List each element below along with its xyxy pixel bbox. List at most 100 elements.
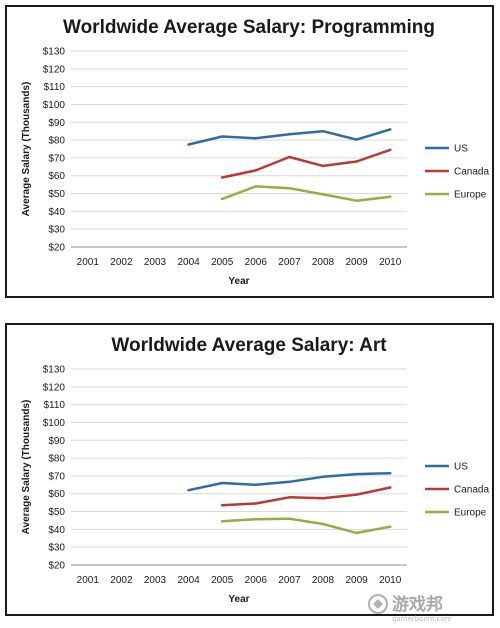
data-point-canada	[288, 496, 291, 499]
legend-label-europe: Europe	[454, 190, 487, 201]
legend-label-canada: Canada	[454, 167, 489, 178]
x-tick-label: 2010	[379, 575, 402, 586]
x-tick-label: 2006	[245, 575, 268, 586]
y-tick-label: $120	[43, 382, 66, 393]
x-tick-label: 2002	[110, 575, 133, 586]
data-point-us	[288, 480, 291, 483]
x-tick-label: 2007	[278, 575, 301, 586]
watermark-url: gamerboom.com	[392, 615, 452, 623]
data-point-europe	[254, 185, 257, 188]
data-point-canada	[254, 502, 257, 505]
y-axis-label: Average Salary (Thousands)	[21, 400, 32, 535]
x-tick-label: 2007	[278, 257, 301, 268]
legend-label-us: US	[454, 144, 468, 155]
y-tick-label: $30	[48, 543, 65, 554]
y-tick-label: $30	[48, 225, 65, 236]
data-point-us	[355, 472, 358, 476]
y-tick-label: $70	[48, 153, 65, 164]
x-tick-label: 2009	[345, 575, 368, 586]
data-point-canada	[321, 496, 325, 500]
x-tick-label: 2001	[77, 257, 100, 268]
chart-title: Worldwide Average Salary: Art	[111, 335, 387, 356]
y-tick-label: $60	[48, 171, 65, 182]
y-tick-label: $40	[48, 525, 65, 536]
data-point-canada	[355, 493, 358, 496]
x-tick-label: 2008	[312, 257, 335, 268]
y-tick-label: $100	[43, 100, 66, 111]
legend-label-canada: Canada	[454, 485, 489, 496]
series-line-europe	[220, 517, 392, 535]
series-line-us	[187, 128, 392, 146]
data-point-us	[187, 488, 190, 492]
data-point-canada	[355, 160, 358, 163]
data-point-canada	[288, 155, 291, 159]
y-tick-label: $110	[43, 82, 65, 93]
data-point-canada	[389, 148, 392, 152]
y-tick-label: $100	[43, 418, 66, 429]
x-axis-label: Year	[228, 276, 249, 287]
data-point-canada	[221, 176, 224, 179]
data-point-us	[254, 137, 257, 140]
x-tick-label: 2004	[177, 575, 200, 586]
watermark-text: 游戏邦	[392, 594, 443, 615]
x-tick-label: 2003	[144, 257, 167, 268]
data-point-us	[254, 483, 257, 487]
data-point-us	[355, 138, 358, 141]
data-point-europe	[221, 520, 224, 523]
x-tick-label: 2006	[245, 257, 268, 268]
x-tick-label: 2003	[144, 575, 167, 586]
y-tick-label: $20	[48, 243, 65, 254]
data-point-canada	[321, 164, 325, 168]
x-tick-label: 2002	[110, 257, 133, 268]
data-point-canada	[389, 486, 392, 489]
series-line-canada	[220, 148, 392, 179]
data-point-europe	[355, 199, 358, 202]
y-tick-label: $70	[48, 471, 65, 482]
data-point-canada	[221, 504, 224, 507]
series-line-europe	[220, 185, 392, 202]
y-tick-label: $60	[48, 489, 65, 500]
x-tick-label: 2005	[211, 575, 234, 586]
y-tick-label: $130	[43, 47, 66, 58]
watermark-logo: 游戏邦 gamerboom.com	[368, 594, 452, 623]
y-tick-label: $110	[43, 400, 65, 411]
y-axis-label: Average Salary (Thousands)	[21, 82, 32, 217]
art-salary-chart: Worldwide Average Salary: Art $130 $120 $11…	[21, 335, 489, 605]
series-line-canada	[220, 486, 392, 507]
chart-title: Worldwide Average Salary: Programming	[63, 17, 435, 38]
data-point-europe	[321, 522, 325, 526]
data-point-europe	[288, 517, 291, 520]
x-tick-label: 2009	[345, 257, 368, 268]
data-point-europe	[389, 525, 392, 528]
data-point-us	[389, 472, 392, 475]
y-tick-label: $130	[43, 365, 66, 376]
y-tick-label: $80	[48, 454, 65, 465]
x-tick-label: 2001	[77, 575, 100, 586]
y-tick-label: $40	[48, 207, 65, 218]
programming-salary-chart-panel: Worldwide Average Salary: Programming $13…	[5, 5, 494, 298]
y-tick-label: $20	[48, 561, 65, 572]
data-point-europe	[288, 187, 291, 190]
data-point-us	[321, 475, 325, 478]
x-tick-label: 2005	[211, 257, 234, 268]
x-tick-label: 2010	[379, 257, 402, 268]
y-tick-label: $80	[48, 136, 65, 147]
data-point-us	[221, 135, 224, 138]
y-tick-label: $50	[48, 189, 65, 200]
legend-label-us: US	[454, 462, 468, 473]
data-point-europe	[355, 531, 358, 535]
data-point-us	[187, 143, 190, 146]
data-point-us	[389, 128, 392, 131]
x-axis-label: Year	[228, 594, 249, 605]
data-point-us	[288, 133, 291, 136]
x-tick-label: 2008	[312, 575, 335, 586]
data-point-europe	[254, 518, 257, 521]
data-point-europe	[321, 193, 325, 196]
legend-label-europe: Europe	[454, 508, 487, 519]
data-point-europe	[389, 195, 392, 198]
y-tick-label: $90	[48, 118, 65, 129]
data-point-europe	[221, 197, 224, 201]
y-tick-label: $120	[43, 64, 66, 75]
data-point-canada	[254, 169, 257, 172]
programming-salary-chart: Worldwide Average Salary: Programming $13…	[21, 17, 489, 287]
